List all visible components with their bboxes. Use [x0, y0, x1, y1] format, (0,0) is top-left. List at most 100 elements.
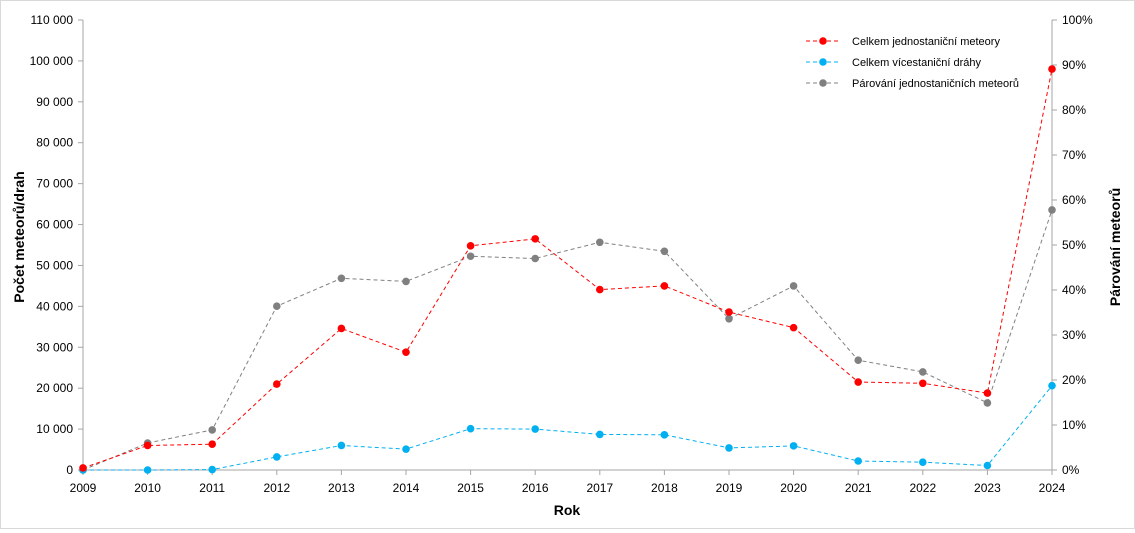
data-point-0: [596, 285, 604, 294]
data-point-1: [919, 458, 927, 467]
data-point-0: [466, 242, 475, 250]
axes: 0 10 000 20 000 30 000 40 000 50 000 60 000 70 …: [30, 13, 1093, 495]
data-point-0: [208, 440, 216, 449]
data-point-2: [725, 315, 733, 323]
data-point-2: [402, 277, 410, 286]
y-tick-label: 40 000: [36, 299, 73, 313]
x-tick-label: 2011: [199, 481, 225, 495]
data-point-1: [337, 441, 346, 450]
y-tick-label: 0: [66, 463, 73, 477]
y-tick-label: 100 000: [30, 54, 74, 68]
data-point-0: [919, 379, 927, 388]
y-tick-label: 70 000: [36, 177, 73, 191]
data-point-1: [596, 430, 604, 439]
x-tick-label: 2018: [651, 481, 678, 495]
x-tick-label: 2013: [328, 481, 355, 495]
legend-swatch-marker: [819, 37, 827, 45]
data-point-0: [789, 323, 798, 332]
data-point-2: [660, 247, 669, 256]
data-point-1: [725, 444, 733, 452]
y2-tick-label: 100%: [1062, 13, 1093, 27]
data-point-2: [983, 399, 992, 407]
y-tick-label: 80 000: [36, 136, 73, 150]
data-point-1: [854, 457, 862, 465]
data-point-1: [143, 466, 152, 474]
data-point-2: [273, 302, 281, 311]
data-point-1: [273, 453, 281, 461]
data-point-2: [919, 368, 927, 376]
legend-entry: Párování jednostaničních meteorů: [852, 78, 1019, 90]
legend-entry: Celkem vícestaniční dráhy: [852, 57, 981, 69]
series-line-2: [82, 209, 1053, 471]
data-point-1: [208, 465, 216, 474]
data-point-2: [337, 274, 346, 283]
x-tick-label: 2015: [457, 481, 484, 495]
y2-tick-label: 20%: [1062, 373, 1086, 387]
y-tick-label: 110 000: [31, 13, 74, 27]
series-line-0: [82, 69, 1053, 469]
legend: Celkem jednostaniční meteory Celkem víces…: [806, 36, 1019, 90]
y2-tick-label: 50%: [1062, 238, 1086, 252]
data-point-2: [854, 356, 862, 365]
x-tick-label: 2014: [393, 481, 420, 495]
y2-tick-label: 30%: [1062, 328, 1086, 342]
data-point-1: [1048, 381, 1056, 390]
x-tick-label: 2009: [70, 481, 97, 495]
series-lines: [82, 69, 1053, 471]
y2-tick-label: 80%: [1062, 103, 1086, 117]
legend-entry: Celkem jednostaniční meteory: [852, 36, 1000, 48]
x-tick-label: 2020: [780, 481, 807, 495]
data-point-0: [79, 464, 87, 472]
data-point-2: [531, 254, 539, 263]
data-point-2: [789, 282, 798, 290]
y-tick-label: 90 000: [36, 95, 73, 109]
x-tick-label: 2022: [909, 481, 936, 495]
data-point-1: [660, 431, 669, 439]
y2-tick-label: 60%: [1062, 193, 1086, 207]
legend-swatch-marker: [819, 58, 827, 66]
x-tick-label: 2019: [716, 481, 743, 495]
data-point-0: [531, 235, 539, 243]
x-tick-label: 2021: [845, 481, 872, 495]
data-point-0: [725, 308, 733, 316]
series-markers: [79, 65, 1056, 474]
y-tick-label: 50 000: [36, 258, 73, 272]
data-point-0: [854, 378, 862, 386]
series-line-1: [83, 385, 1053, 471]
data-point-2: [1048, 206, 1056, 214]
data-point-1: [466, 424, 475, 433]
y2-axis-title: Párování meteorů: [1107, 188, 1123, 306]
y2-tick-label: 40%: [1062, 283, 1086, 297]
x-tick-label: 2023: [974, 481, 1001, 495]
data-point-1: [789, 442, 798, 450]
data-point-1: [402, 445, 410, 453]
x-tick-label: 2017: [586, 481, 613, 495]
legend-swatch-marker: [819, 79, 827, 87]
x-axis-title: Rok: [554, 502, 581, 518]
data-point-2: [596, 238, 604, 247]
data-point-0: [660, 282, 669, 290]
data-point-2: [466, 252, 475, 261]
x-tick-label: 2010: [134, 481, 161, 495]
data-point-0: [402, 348, 410, 356]
x-tick-label: 2016: [522, 481, 549, 495]
y2-tick-label: 10%: [1062, 418, 1086, 432]
y2-tick-label: 90%: [1062, 58, 1086, 72]
y2-tick-label: 0%: [1062, 463, 1080, 477]
x-tick-label: 2024: [1039, 481, 1066, 495]
data-point-0: [337, 324, 346, 333]
data-point-1: [531, 425, 539, 433]
data-point-0: [983, 389, 992, 397]
y-axis-title: Počet meteorů/drah: [11, 171, 27, 302]
y-tick-label: 20 000: [36, 381, 73, 395]
data-point-0: [143, 441, 152, 450]
data-point-2: [208, 426, 216, 434]
y2-tick-label: 70%: [1062, 148, 1086, 162]
data-point-0: [273, 380, 281, 388]
data-point-0: [1048, 65, 1056, 73]
data-point-1: [983, 461, 992, 470]
y-tick-label: 30 000: [36, 340, 73, 354]
x-tick-label: 2012: [263, 481, 290, 495]
